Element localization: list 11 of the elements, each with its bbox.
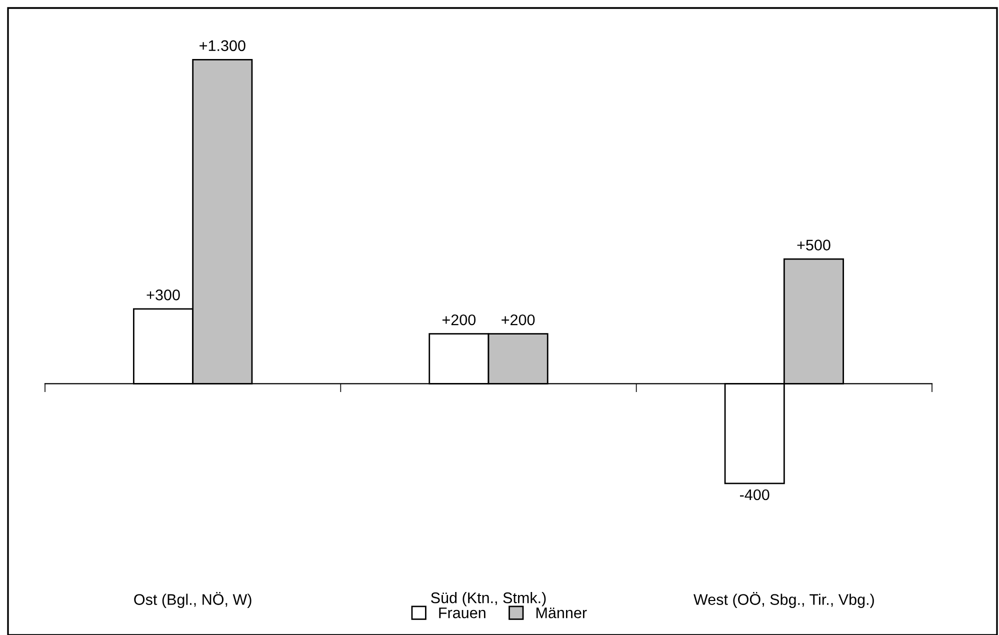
legend-label: Männer (536, 608, 587, 618)
data-label: -400 (740, 489, 770, 500)
legend-label: Frauen (439, 608, 486, 618)
x-tick-label: Ost (Bgl., NÖ, W) (134, 592, 252, 608)
data-label: +1.300 (200, 40, 246, 52)
data-label: +200 (502, 314, 535, 326)
x-tick-label: West (OÖ, Sbg., Tir., Vbg.) (694, 592, 874, 608)
x-tick-label: Süd (Ktn., Stmk.) (431, 592, 546, 606)
data-label: +200 (442, 314, 476, 326)
data-label: +300 (146, 290, 180, 300)
data-label: +500 (797, 240, 830, 250)
